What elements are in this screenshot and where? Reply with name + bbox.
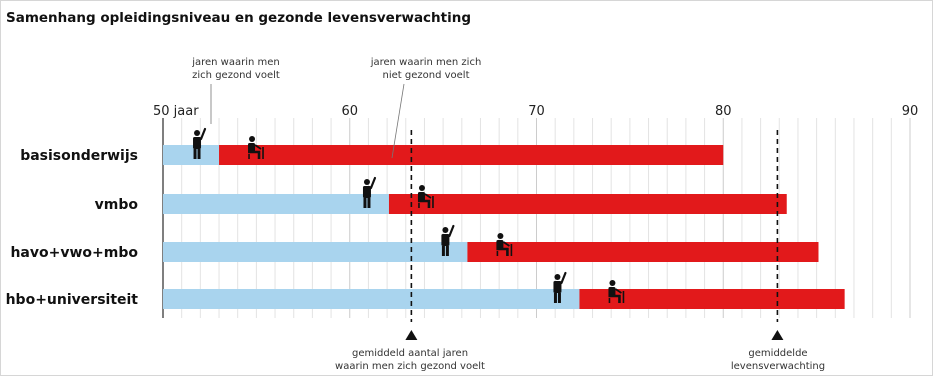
x-tick-label: 90 bbox=[902, 104, 919, 119]
average-triangle-marker bbox=[405, 330, 418, 340]
bar-healthy bbox=[163, 242, 468, 262]
x-tick-label: 70 bbox=[528, 104, 545, 119]
category-label: hbo+universiteit bbox=[6, 292, 139, 308]
annotation-unhealthy: jaren waarin men zich niet gezond voelt bbox=[370, 57, 482, 159]
annotation-unhealthy-line1: jaren waarin men zich bbox=[370, 57, 482, 68]
x-tick-label: 80 bbox=[715, 104, 732, 119]
annotation-avg-healthy-line2: waarin men zich gezond voelt bbox=[335, 361, 485, 372]
seated-person-icon bbox=[417, 185, 434, 208]
seated-person-icon bbox=[608, 280, 625, 303]
category-label: vmbo bbox=[95, 197, 139, 213]
annotation-avg-life: gemiddelde levensverwachting bbox=[731, 348, 825, 372]
annotation-avg-life-line1: gemiddelde bbox=[748, 348, 807, 359]
bars bbox=[163, 145, 845, 309]
bar-healthy bbox=[163, 289, 580, 309]
annotation-avg-healthy-line1: gemiddeld aantal jaren bbox=[352, 348, 468, 359]
category-label: basisonderwijs bbox=[20, 148, 138, 164]
standing-person-icon bbox=[441, 224, 455, 256]
seated-person-icon bbox=[248, 136, 264, 159]
bar-healthy bbox=[163, 145, 220, 165]
bar-unhealthy bbox=[219, 145, 724, 165]
annotation-healthy-line1: jaren waarin men bbox=[191, 57, 280, 68]
standing-person-icon bbox=[362, 176, 377, 208]
x-axis-ticks: 50 jaar 60 70 80 90 bbox=[153, 104, 918, 119]
chart-title: Samenhang opleidingsniveau en gezonde le… bbox=[6, 10, 471, 26]
person-figures bbox=[193, 127, 625, 303]
annotation-unhealthy-leader bbox=[391, 83, 405, 159]
average-triangle-marker bbox=[771, 330, 784, 340]
standing-person-icon bbox=[553, 271, 567, 303]
bar-unhealthy bbox=[579, 289, 845, 309]
annotation-unhealthy-line2: niet gezond voelt bbox=[383, 70, 470, 81]
annotation-healthy-line2: zich gezond voelt bbox=[192, 70, 280, 81]
category-labels: basisonderwijs vmbo havo+vwo+mbo hbo+univer… bbox=[6, 148, 139, 308]
bar-healthy bbox=[163, 194, 389, 214]
annotation-healthy: jaren waarin men zich gezond voelt bbox=[191, 57, 280, 124]
bar-unhealthy bbox=[388, 194, 787, 214]
category-label: havo+vwo+mbo bbox=[10, 245, 138, 261]
bar-unhealthy bbox=[467, 242, 819, 262]
annotation-avg-life-line2: levensverwachting bbox=[731, 361, 825, 372]
seated-person-icon bbox=[496, 233, 513, 256]
standing-person-icon bbox=[193, 127, 207, 159]
average-markers bbox=[405, 130, 784, 340]
x-tick-label: 60 bbox=[341, 104, 358, 119]
x-tick-label: 50 jaar bbox=[153, 104, 199, 119]
annotation-avg-healthy: gemiddeld aantal jaren waarin men zich g… bbox=[335, 348, 485, 372]
